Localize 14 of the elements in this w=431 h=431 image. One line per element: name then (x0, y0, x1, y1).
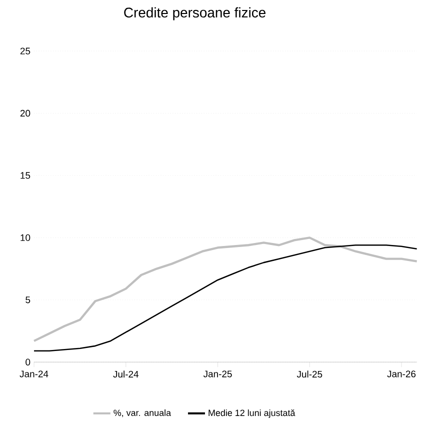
y-tick-label: 0 (26, 358, 30, 366)
y-tick-label: 20 (20, 110, 30, 117)
y-tick-label: 5 (26, 296, 30, 304)
x-tick-label: Jan-26 (387, 370, 416, 378)
y-tick-label: 15 (20, 172, 30, 179)
y-tick-label: 25 (20, 48, 30, 54)
chart-title: Credite persoane fizice (124, 7, 266, 20)
x-tick-label: Jul-24 (113, 370, 139, 378)
y-tick-label: 10 (20, 234, 30, 242)
x-tick-label: Jul-25 (296, 370, 322, 378)
legend-label: Medie 12 luni ajustată (208, 409, 296, 418)
x-tick-label: Jan-24 (20, 370, 48, 378)
legend-label: %, var. anuala (114, 409, 172, 418)
x-tick-label: Jan-25 (203, 370, 232, 378)
